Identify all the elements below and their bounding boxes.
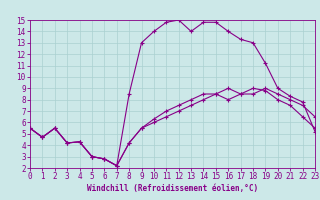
X-axis label: Windchill (Refroidissement éolien,°C): Windchill (Refroidissement éolien,°C) (87, 184, 258, 193)
